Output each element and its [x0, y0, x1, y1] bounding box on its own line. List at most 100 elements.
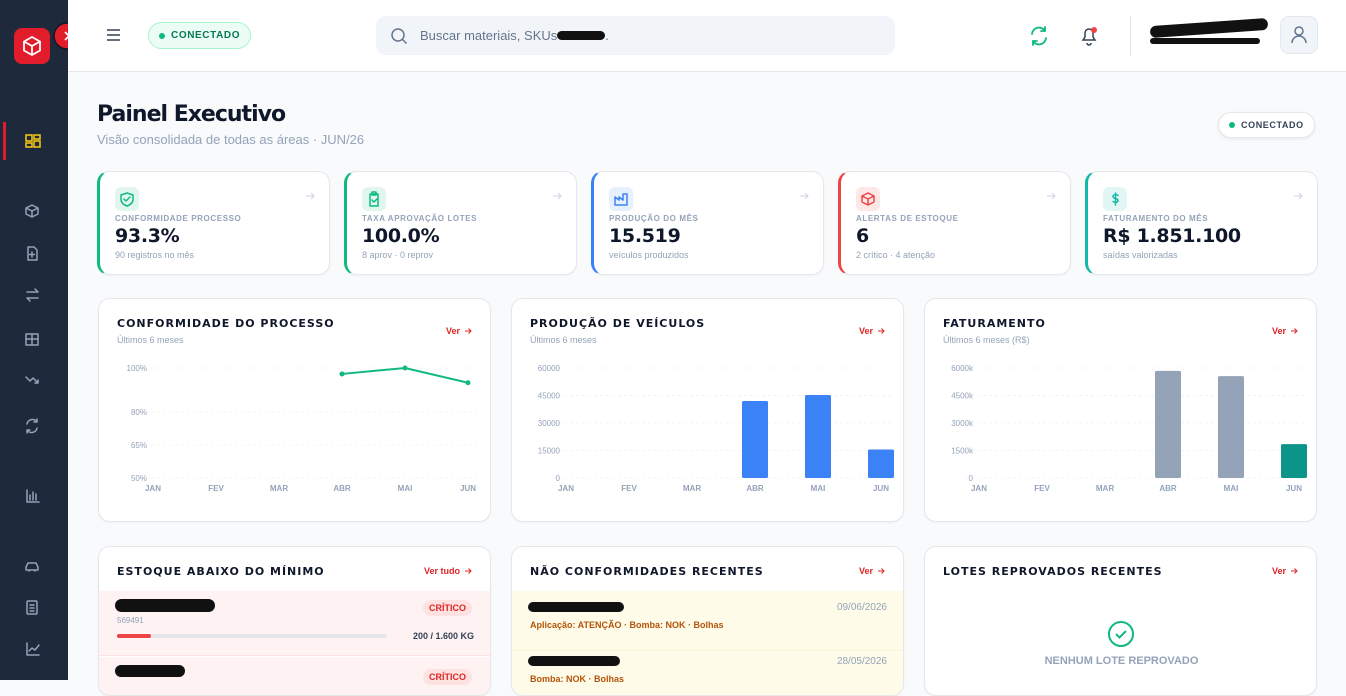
- kpi-arrow: [306, 192, 315, 200]
- topbar: CONECTADO Buscar materiais, SKUs .: [68, 0, 1346, 72]
- panel-link[interactable]: Ver: [1272, 566, 1298, 576]
- item-date: 09/06/2026: [836, 602, 887, 613]
- item-date: 28/05/2026: [836, 656, 887, 667]
- search-placeholder: Buscar materiais, SKUs: [420, 28, 558, 43]
- x-tick-label: JAN: [145, 484, 161, 493]
- nc-item[interactable]: 28/05/2026 Bomba: NOK · Bolhas: [512, 652, 903, 695]
- page-subtitle: Visão consolidada de todas as áreas · JU…: [97, 132, 365, 147]
- kpi-card[interactable]: CONFORMIDADE PROCESSO 93.3% 90 registros n…: [97, 171, 330, 275]
- kpi-card[interactable]: TAXA APROVAÇÃO LOTES 100.0% 8 aprov · 0 re…: [344, 171, 577, 275]
- progress-fill: [117, 634, 151, 638]
- panel-subtitle: Últimos 6 meses (R$): [943, 335, 1030, 345]
- nc-item[interactable]: 09/06/2026 Aplicação: ATENÇÃO · Bomba: N…: [512, 591, 903, 651]
- y-tick-label: 30000: [538, 419, 561, 428]
- x-tick-label: MAI: [1224, 484, 1239, 493]
- redaction: [557, 31, 606, 40]
- panel-title: PRODUÇÃO DE VEÍCULOS: [530, 317, 706, 330]
- bar: [868, 449, 894, 478]
- link-text: Ver: [1271, 326, 1286, 336]
- critical-badge: CRÍTICO: [423, 669, 472, 685]
- redaction: [1149, 17, 1269, 39]
- kpi-card[interactable]: ALERTAS DE ESTOQUE 6 2 crítico · 4 atenção: [838, 171, 1071, 275]
- link-text: Ver tudo: [423, 566, 460, 576]
- notifications-button[interactable]: [1078, 24, 1100, 48]
- arrow: [1291, 568, 1298, 574]
- x-tick-label: ABR: [1159, 484, 1177, 493]
- search-box[interactable]: Buscar materiais, SKUs .: [376, 16, 895, 55]
- y-tick-label: 65%: [131, 441, 147, 450]
- x-tick-label: MAR: [270, 484, 288, 493]
- redaction: [528, 602, 624, 612]
- x-tick-label: MAR: [683, 484, 701, 493]
- kpi-value: 15.519: [609, 225, 681, 247]
- kpi-arrow: [1047, 192, 1056, 200]
- kpi-arrow: [1294, 192, 1303, 200]
- arrow: [465, 568, 472, 574]
- status-badge: CONECTADO: [1218, 112, 1315, 138]
- avatar-button[interactable]: [1280, 16, 1318, 54]
- kpi-note: veículos produzidos: [609, 250, 689, 260]
- kpi-card[interactable]: FATURAMENTO DO MÊS R$ 1.851.100 saídas val…: [1085, 171, 1318, 275]
- link-text: Ver: [858, 566, 873, 576]
- divider: [1130, 16, 1131, 56]
- chart-panel: FATURAMENTO Últimos 6 meses (R$) Ver 0 15…: [924, 298, 1317, 522]
- y-tick-label: 0: [556, 474, 561, 483]
- y-tick-label: 15000: [538, 447, 561, 456]
- kpi-card[interactable]: PRODUÇÃO DO MÊS 15.519 veículos produzidos: [591, 171, 824, 275]
- kpi-value: 6: [856, 225, 869, 247]
- panel-title: LOTES REPROVADOS RECENTES: [943, 565, 1163, 578]
- bar: [805, 394, 831, 478]
- nav-icons[interactable]: [0, 118, 68, 678]
- nonconformities-panel: NÃO CONFORMIDADES RECENTES Ver 09/06/202…: [511, 546, 904, 696]
- kpi-value: 93.3%: [115, 225, 180, 247]
- kpi-note: 2 crítico · 4 atenção: [856, 250, 936, 260]
- y-tick-label: 60000: [538, 364, 561, 373]
- panel-link[interactable]: Ver tudo: [424, 566, 472, 576]
- arrow: [878, 328, 885, 334]
- chart: 50% 65% 80% 100% JAN FEV MAR ABR MAI JUN: [127, 364, 479, 493]
- y-tick-label: 0: [969, 474, 974, 483]
- kpi-icon: [362, 187, 386, 211]
- panel-title: NÃO CONFORMIDADES RECENTES: [530, 565, 764, 578]
- panel-link[interactable]: Ver: [1272, 326, 1298, 336]
- y-tick-label: 50%: [131, 474, 147, 483]
- x-tick-label: JUN: [460, 484, 476, 493]
- kpi-label: FATURAMENTO DO MÊS: [1103, 214, 1209, 223]
- panel-link[interactable]: Ver: [859, 326, 885, 336]
- kpi-value: 100.0%: [362, 225, 440, 247]
- refresh-button[interactable]: [1028, 24, 1050, 48]
- menu-button[interactable]: [106, 28, 122, 42]
- point: [465, 380, 471, 386]
- kpi-label: ALERTAS DE ESTOQUE: [856, 214, 959, 223]
- x-tick-label: ABR: [746, 484, 764, 493]
- y-tick-label: 80%: [131, 408, 147, 417]
- kpi-note: saídas valorizadas: [1103, 250, 1178, 260]
- panel-link[interactable]: Ver: [859, 566, 885, 576]
- progress-track: [117, 634, 387, 638]
- panel-link[interactable]: Ver: [446, 326, 472, 336]
- point: [402, 365, 408, 371]
- x-tick-label: FEV: [621, 484, 637, 493]
- bar: [1281, 444, 1307, 478]
- search-icon: [391, 27, 408, 44]
- status-text: CONECTADO: [1241, 120, 1304, 130]
- status-badge: CONECTADO: [148, 22, 252, 49]
- x-tick-label: MAR: [1096, 484, 1114, 493]
- stock-item[interactable]: 569491 CRÍTICO 200 / 1.600 KG: [99, 591, 490, 656]
- x-tick-label: JAN: [971, 484, 987, 493]
- redaction: [115, 599, 215, 612]
- logo[interactable]: [14, 28, 50, 64]
- panel-title: ESTOQUE ABAIXO DO MÍNIMO: [117, 565, 325, 578]
- avatar-icon: [1291, 26, 1307, 44]
- stock-item[interactable]: CRÍTICO: [99, 657, 490, 695]
- panel-title: FATURAMENTO: [943, 317, 1046, 330]
- bar: [1155, 370, 1181, 478]
- kpi-icon: [856, 187, 880, 211]
- bar: [1218, 376, 1244, 478]
- item-detail: Aplicação: ATENÇÃO · Bomba: NOK · Bolhas: [530, 620, 724, 630]
- sidebar: [0, 0, 68, 680]
- x-tick-label: JAN: [558, 484, 574, 493]
- status-dot: [1229, 122, 1235, 128]
- kpi-value: R$ 1.851.100: [1103, 225, 1241, 247]
